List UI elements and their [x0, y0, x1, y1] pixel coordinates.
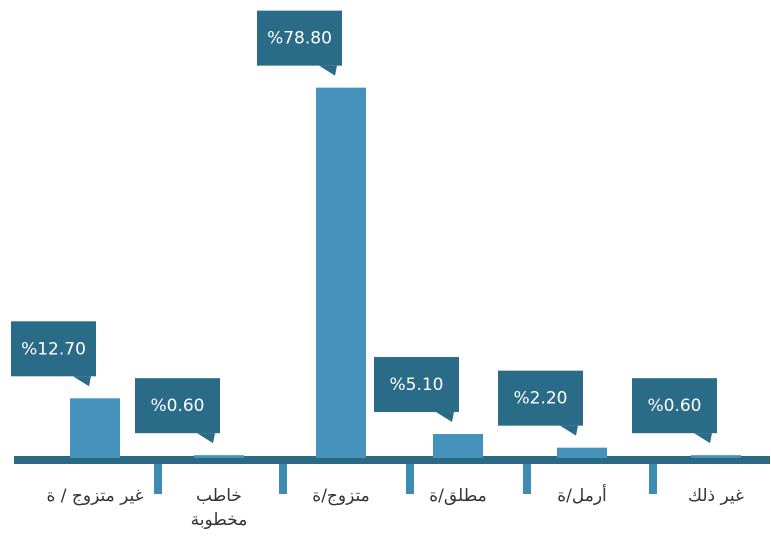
callout-pointer — [197, 433, 215, 444]
data-label: %5.10 — [389, 375, 443, 395]
bar — [433, 434, 483, 458]
separator — [279, 464, 287, 494]
x-tick-label: خاطب مخطوبة — [190, 486, 248, 530]
data-label: %78.80 — [267, 29, 332, 49]
separator — [649, 464, 657, 494]
separator — [523, 464, 531, 494]
callout-pointer — [560, 425, 578, 436]
bar — [194, 455, 244, 458]
x-tick-label: غير ذلك — [688, 486, 744, 506]
data-label: %12.70 — [21, 339, 86, 359]
axis-line — [14, 456, 770, 464]
data-label: %0.60 — [647, 396, 701, 416]
bar — [316, 87, 366, 458]
x-tick-label: أرمل/ة — [557, 486, 607, 506]
callout-box — [374, 357, 459, 413]
bar — [691, 455, 741, 458]
separator — [406, 464, 414, 494]
separator — [154, 464, 162, 494]
callout-pointer — [73, 376, 91, 387]
x-tick-label: غير متزوج / ة — [46, 486, 144, 506]
callout-pointer — [319, 65, 337, 76]
callout-box — [11, 321, 96, 377]
callout-pointer — [694, 433, 712, 444]
callout-pointer — [436, 412, 454, 423]
data-label: %0.60 — [150, 396, 204, 416]
bar — [70, 398, 120, 458]
data-label: %2.20 — [513, 389, 567, 409]
callout-box — [257, 10, 342, 66]
bar — [557, 447, 607, 458]
callout-box — [135, 378, 220, 434]
x-tick-label: مطلق/ة — [429, 486, 487, 506]
callout-box — [498, 370, 583, 426]
callout-box — [632, 378, 717, 434]
x-tick-label: متزوج/ة — [312, 486, 370, 506]
